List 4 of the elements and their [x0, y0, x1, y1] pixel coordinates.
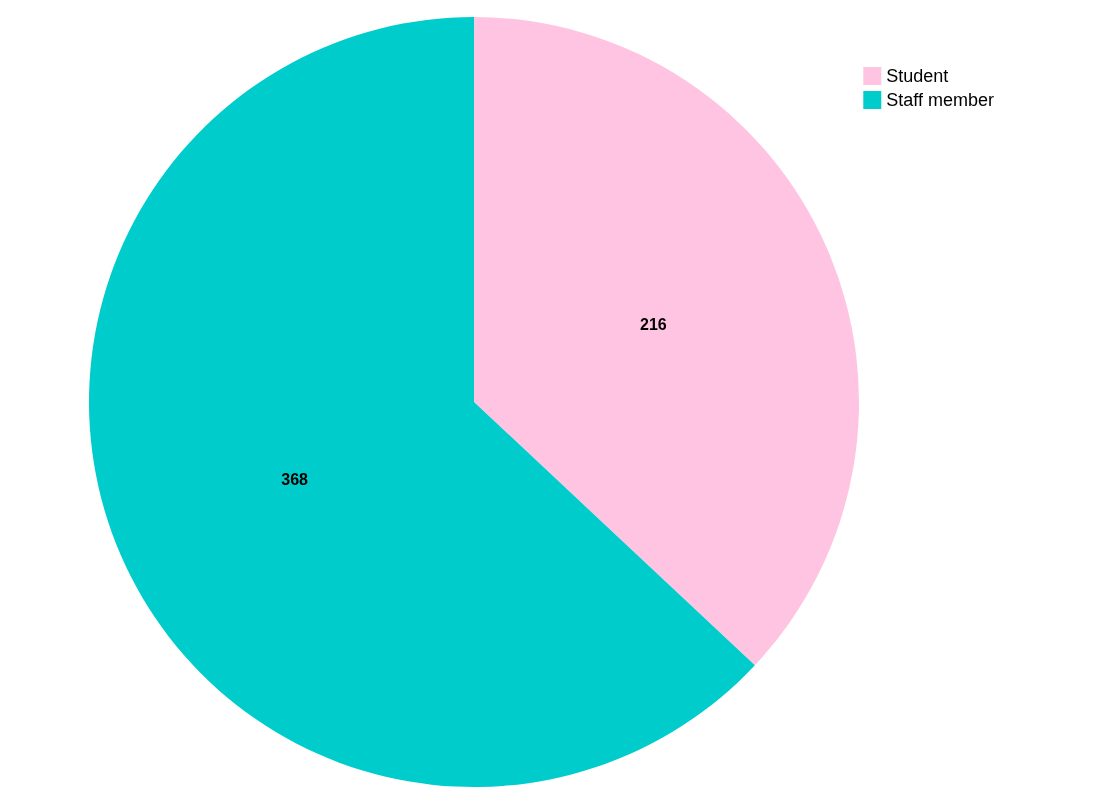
legend-label: Staff member	[886, 90, 995, 110]
data-label: 368	[281, 471, 309, 489]
data-label: 216	[640, 315, 667, 333]
legend-label: Student	[886, 66, 949, 86]
